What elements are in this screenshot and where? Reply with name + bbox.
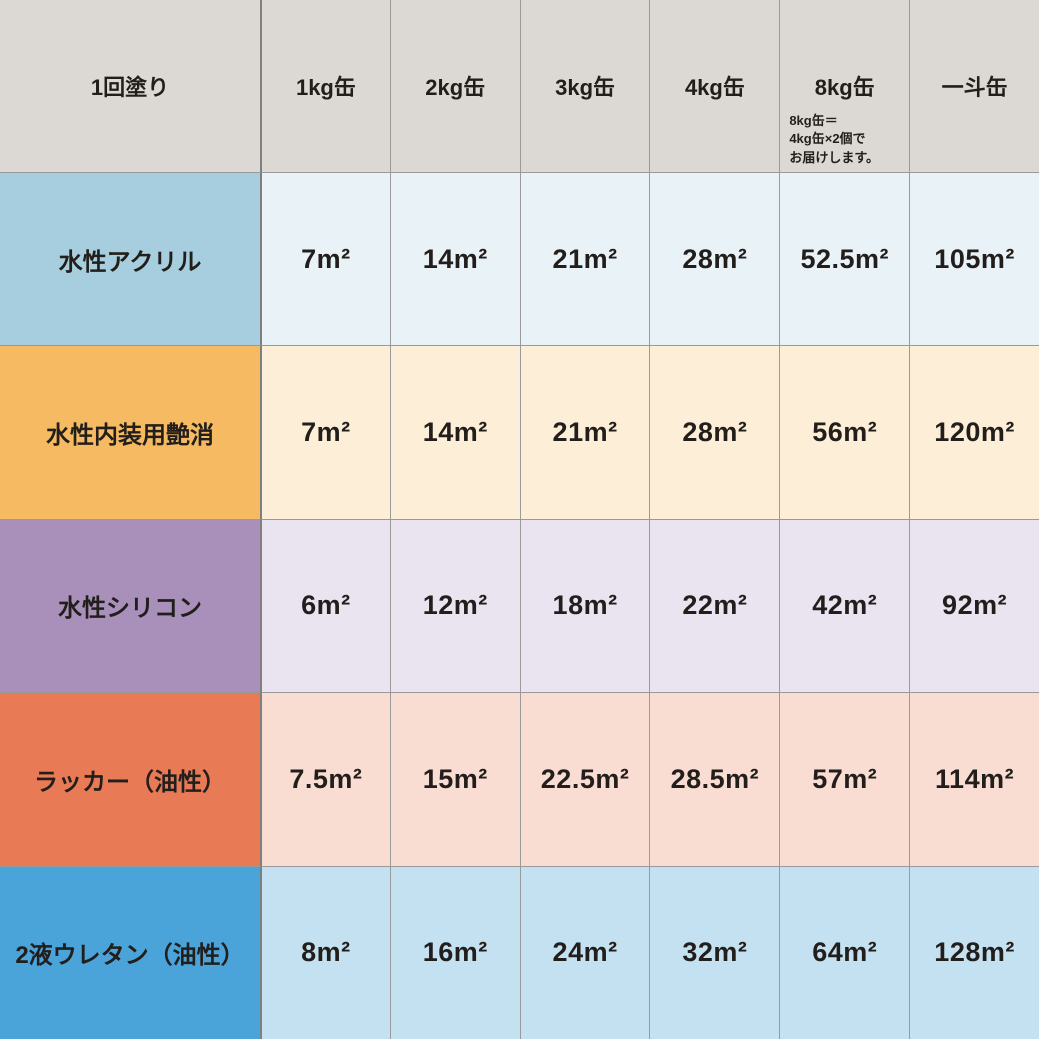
coverage-cell: 24m² bbox=[519, 865, 650, 1039]
coverage-value: 12m² bbox=[422, 590, 488, 621]
coverage-value: 7.5m² bbox=[289, 763, 363, 794]
column-header-4kg: 4kg缶 bbox=[649, 0, 780, 172]
coverage-value: 15m² bbox=[422, 763, 488, 794]
coverage-value: 64m² bbox=[812, 937, 878, 968]
column-header-issho: 一斗缶 bbox=[909, 0, 1039, 172]
column-header-label: 4kg缶 bbox=[684, 75, 745, 100]
coverage-cell: 8m² bbox=[260, 865, 390, 1039]
coverage-value: 21m² bbox=[552, 417, 618, 448]
coverage-cell: 18m² bbox=[519, 518, 650, 693]
column-header-3kg: 3kg缶 bbox=[519, 0, 650, 172]
coverage-cell: 64m² bbox=[779, 865, 910, 1039]
row-label: 水性内装用艶消 bbox=[46, 422, 214, 450]
column-header-label: 3kg缶 bbox=[555, 75, 616, 100]
coverage-cell: 28.5m² bbox=[649, 692, 780, 866]
coverage-value: 14m² bbox=[422, 243, 488, 274]
coverage-value: 6m² bbox=[301, 590, 351, 621]
coverage-cell: 114m² bbox=[909, 692, 1039, 866]
coverage-value: 16m² bbox=[422, 937, 488, 968]
coverage-value: 128m² bbox=[934, 937, 1015, 968]
coverage-value: 28m² bbox=[682, 243, 748, 274]
coverage-cell: 7.5m² bbox=[260, 692, 390, 866]
coverage-cell: 14m² bbox=[389, 172, 520, 346]
coverage-cell: 21m² bbox=[519, 172, 650, 346]
coverage-value: 14m² bbox=[422, 417, 488, 448]
coverage-value: 8m² bbox=[301, 937, 351, 968]
coverage-value: 22.5m² bbox=[540, 763, 630, 794]
coverage-cell: 57m² bbox=[779, 692, 910, 866]
coverage-value: 28m² bbox=[682, 417, 748, 448]
coverage-cell: 16m² bbox=[389, 865, 520, 1039]
corner-header: 1回塗り bbox=[0, 0, 260, 172]
coverage-cell: 21m² bbox=[519, 345, 650, 519]
coverage-value: 7m² bbox=[301, 417, 351, 448]
coverage-value: 22m² bbox=[682, 590, 748, 621]
coverage-cell: 7m² bbox=[260, 172, 390, 346]
coverage-value: 52.5m² bbox=[800, 243, 890, 274]
row-label: ラッカー（油性） bbox=[34, 768, 226, 796]
coverage-value: 105m² bbox=[934, 243, 1015, 274]
coverage-cell: 7m² bbox=[260, 345, 390, 519]
coverage-value: 21m² bbox=[552, 243, 618, 274]
coverage-cell: 6m² bbox=[260, 518, 390, 693]
row-label: 2液ウレタン（油性） bbox=[15, 942, 245, 970]
coverage-cell: 120m² bbox=[909, 345, 1039, 519]
coverage-value: 24m² bbox=[552, 937, 618, 968]
coverage-value: 18m² bbox=[552, 590, 618, 621]
column-header-label: 8kg缶 bbox=[814, 75, 875, 100]
column-header-2kg: 2kg缶 bbox=[389, 0, 520, 172]
coverage-value: 32m² bbox=[682, 937, 748, 968]
coverage-cell: 92m² bbox=[909, 518, 1039, 693]
coverage-cell: 42m² bbox=[779, 518, 910, 693]
coverage-cell: 56m² bbox=[779, 345, 910, 519]
coverage-cell: 22m² bbox=[649, 518, 780, 693]
row-label: 水性アクリル bbox=[58, 248, 202, 276]
row-label-cell: ラッカー（油性） bbox=[0, 692, 260, 866]
coverage-value: 120m² bbox=[934, 417, 1015, 448]
coverage-cell: 12m² bbox=[389, 518, 520, 693]
row-label: 水性シリコン bbox=[58, 595, 202, 623]
coverage-value: 92m² bbox=[942, 590, 1008, 621]
coverage-cell: 28m² bbox=[649, 345, 780, 519]
column-header-label: 1kg缶 bbox=[295, 75, 356, 100]
row-label-cell: 水性シリコン bbox=[0, 518, 260, 693]
coverage-cell: 15m² bbox=[389, 692, 520, 866]
coverage-value: 7m² bbox=[301, 243, 351, 274]
coverage-value: 114m² bbox=[935, 763, 1015, 794]
column-header-1kg: 1kg缶 bbox=[260, 0, 390, 172]
row-label-cell: 水性アクリル bbox=[0, 172, 260, 346]
coverage-cell: 28m² bbox=[649, 172, 780, 346]
coverage-cell: 32m² bbox=[649, 865, 780, 1039]
coverage-cell: 14m² bbox=[389, 345, 520, 519]
coverage-value: 56m² bbox=[812, 417, 878, 448]
coverage-value: 28.5m² bbox=[670, 763, 760, 794]
column-header-label: 2kg缶 bbox=[425, 75, 486, 100]
corner-header-label: 1回塗り bbox=[90, 75, 170, 100]
coverage-cell: 105m² bbox=[909, 172, 1039, 346]
row-label-cell: 2液ウレタン（油性） bbox=[0, 865, 260, 1039]
coverage-cell: 22.5m² bbox=[519, 692, 650, 866]
coverage-cell: 52.5m² bbox=[779, 172, 910, 346]
column-header-label: 一斗缶 bbox=[941, 75, 1008, 100]
note-line: 4kg缶×2個で bbox=[789, 131, 866, 147]
column-header-8kg: 8kg缶 8kg缶＝ 4kg缶×2個で お届けします。 bbox=[779, 0, 910, 172]
coverage-cell: 128m² bbox=[909, 865, 1039, 1039]
note-line: お届けします。 bbox=[789, 149, 880, 165]
note-line: 8kg缶＝ bbox=[789, 112, 838, 128]
coverage-value: 42m² bbox=[812, 590, 878, 621]
row-label-cell: 水性内装用艶消 bbox=[0, 345, 260, 519]
8kg-can-note: 8kg缶＝ 4kg缶×2個で お届けします。 bbox=[789, 112, 879, 167]
coverage-value: 57m² bbox=[812, 763, 878, 794]
